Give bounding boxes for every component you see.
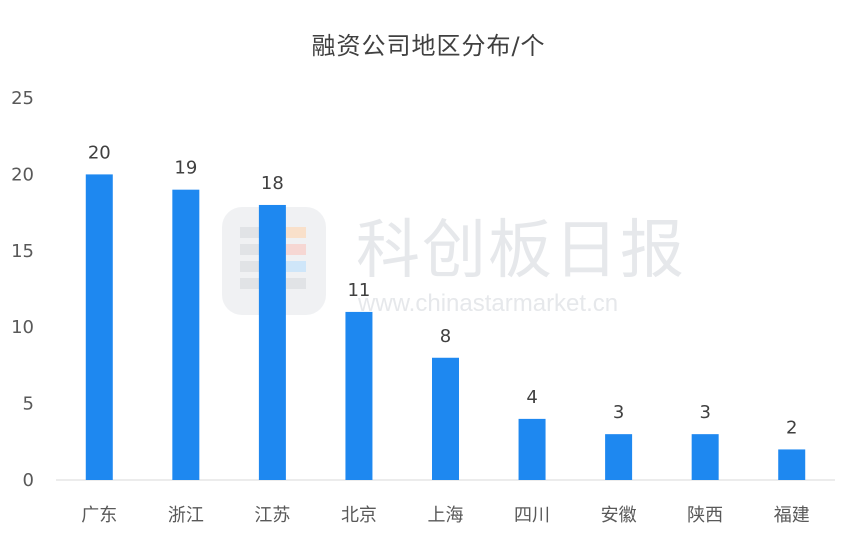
- bar: [85, 174, 113, 480]
- x-tick-label: 浙江: [168, 505, 204, 526]
- bar-value-label: 3: [613, 402, 624, 423]
- x-tick-label: 陕西: [687, 505, 723, 526]
- bar-value-label: 20: [88, 142, 111, 163]
- x-tick-label: 江苏: [254, 505, 290, 526]
- x-tick-label: 福建: [774, 505, 810, 526]
- y-tick-label: 5: [23, 394, 34, 415]
- watermark-brand: 科创板日报: [356, 214, 686, 288]
- bar: [518, 418, 546, 480]
- y-axis: 0 5 10 15 20 25: [11, 88, 34, 491]
- bar: [691, 434, 719, 480]
- data-labels: 20 19 18 11 8 4 3 3 2: [88, 142, 798, 438]
- bar-value-label: 4: [526, 387, 537, 408]
- watermark-url: www.chinastarmarket.cn: [357, 290, 618, 317]
- x-tick-label: 四川: [514, 505, 550, 526]
- x-tick-label: 上海: [428, 505, 464, 526]
- bar: [172, 189, 200, 480]
- bar: [258, 204, 286, 480]
- bar: [345, 311, 373, 480]
- y-tick-label: 20: [11, 164, 34, 185]
- bar: [432, 357, 459, 480]
- y-tick-label: 10: [11, 317, 34, 338]
- bar-value-label: 11: [347, 280, 370, 301]
- y-tick-label: 15: [11, 241, 34, 262]
- chart-title: 融资公司地区分布/个: [311, 32, 546, 60]
- bar-value-label: 2: [786, 417, 797, 438]
- bar-value-label: 8: [440, 326, 451, 347]
- bar-series: [85, 174, 806, 480]
- x-axis: 广东 浙江 江苏 北京 上海 四川 安徽 陕西 福建: [81, 505, 809, 526]
- bar-value-label: 18: [261, 173, 284, 194]
- y-tick-label: 0: [23, 470, 34, 491]
- bar: [778, 449, 806, 480]
- x-tick-label: 北京: [341, 505, 377, 526]
- x-tick-label: 广东: [81, 505, 117, 526]
- bar-value-label: 3: [699, 402, 710, 423]
- y-tick-label: 25: [11, 88, 34, 109]
- bar-value-label: 19: [174, 158, 197, 179]
- watermark: 科创板日报 www.chinastarmarket.cn: [222, 207, 686, 317]
- bar: [605, 434, 633, 480]
- x-tick-label: 安徽: [601, 505, 637, 526]
